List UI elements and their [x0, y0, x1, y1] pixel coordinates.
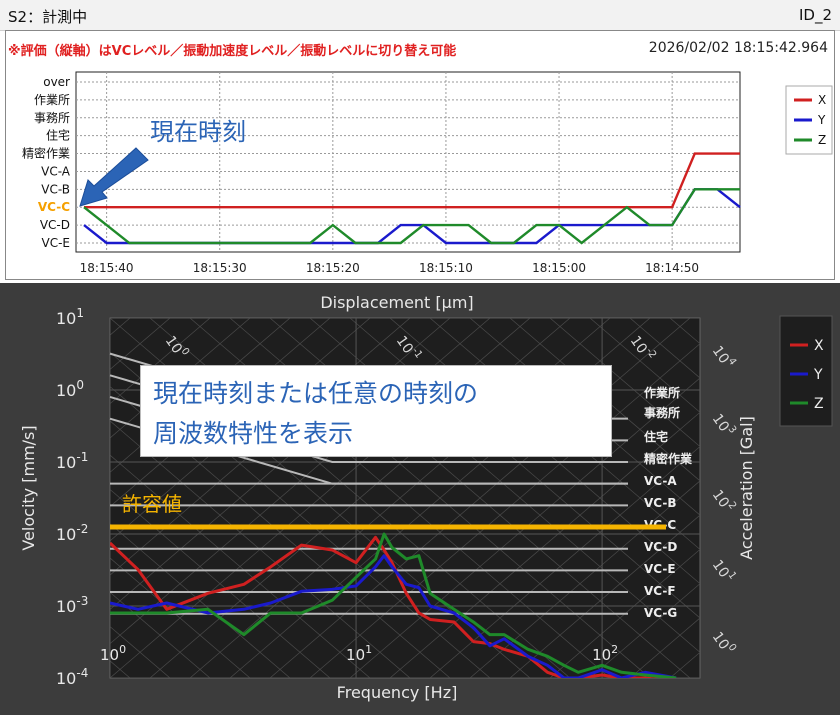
- spectrum-callout: 現在時刻または任意の時刻の 周波数特性を表示: [140, 365, 612, 457]
- velocity-tick: 10-1: [56, 450, 88, 472]
- criteria-label: 住宅: [644, 429, 668, 444]
- velocity-tick: 10-2: [56, 522, 88, 544]
- evaluation-note: ※評価（縦軸）はVCレベル／振動加速度レベル／振動レベルに切り替え可能: [8, 44, 457, 59]
- criteria-label: 事務所: [644, 405, 680, 420]
- upper-x-tick: 18:15:40: [80, 261, 134, 275]
- spectrum-series-y: [110, 554, 677, 678]
- spectrum-legend-label: Y: [813, 367, 823, 383]
- upper-y-level-label: 作業所: [34, 93, 70, 107]
- spectrum-series-x: [110, 535, 660, 678]
- upper-y-level-label: VC-D: [40, 218, 70, 232]
- displacement-axis-label: Displacement [μm]: [320, 293, 473, 312]
- level-history-panel: [5, 30, 835, 280]
- current-timestamp: 2026/02/02 18:15:42.964: [648, 40, 828, 56]
- spectrum-legend-label: X: [814, 338, 824, 354]
- acceleration-tick-group: 103: [709, 409, 738, 440]
- acceleration-tick: 103: [709, 409, 738, 440]
- criteria-label: VC-A: [644, 474, 677, 488]
- acceleration-tick: 100: [709, 627, 738, 658]
- spectrum-series-z: [110, 532, 677, 678]
- upper-x-tick: 18:15:10: [419, 261, 473, 275]
- criteria-label: VC-F: [644, 584, 676, 598]
- upper-x-tick: 18:15:00: [532, 261, 586, 275]
- current-time-arrow: [79, 147, 149, 207]
- criteria-label: 作業所: [644, 385, 680, 400]
- window-title: S2：計測中: [8, 8, 88, 26]
- current-time-callout: 現在時刻: [150, 118, 246, 146]
- frequency-tick: 102: [592, 643, 618, 664]
- frequency-tick: 100: [100, 643, 126, 664]
- criteria-label: VC-G: [644, 606, 677, 620]
- upper-y-level-label: 精密作業: [22, 146, 70, 161]
- upper-series-x: [84, 152, 740, 209]
- upper-y-level-label: 事務所: [34, 111, 70, 125]
- velocity-tick: 100: [56, 378, 84, 400]
- allowable-label: 許容値: [122, 492, 182, 516]
- upper-legend-label: Z: [818, 133, 826, 147]
- velocity-tick: 10-3: [56, 594, 88, 616]
- upper-y-level-label: VC-C: [38, 200, 70, 214]
- upper-y-level-label: VC-A: [41, 164, 71, 178]
- acceleration-tick: 104: [709, 341, 738, 372]
- acceleration-tick: 102: [709, 485, 738, 516]
- window-id-label: ID_2: [798, 6, 832, 24]
- acceleration-axis-label: Acceleration [Gal]: [737, 416, 756, 560]
- frequency-tick: 101: [346, 643, 372, 664]
- spectrum-callout-line1: 現在時刻または任意の時刻の: [153, 379, 479, 408]
- upper-x-tick: 18:15:30: [193, 261, 247, 275]
- criteria-label: 精密作業: [644, 451, 693, 466]
- upper-series-z: [83, 188, 740, 245]
- acceleration-tick-group: 101: [709, 555, 738, 586]
- criteria-label: VC-E: [644, 562, 676, 576]
- spectrum-legend: [779, 315, 833, 427]
- criteria-label: VC-B: [644, 496, 677, 510]
- acceleration-tick-group: 104: [709, 341, 738, 372]
- velocity-tick: 101: [56, 306, 84, 328]
- upper-y-level-label: VC-E: [42, 236, 71, 250]
- criteria-label: VC-D: [644, 540, 677, 554]
- upper-x-tick: 18:14:50: [645, 261, 699, 275]
- upper-x-tick: 18:15:20: [306, 261, 360, 275]
- upper-legend-label: X: [818, 93, 826, 107]
- spectrum-callout-line2: 周波数特性を表示: [153, 419, 354, 448]
- upper-y-level-label: over: [43, 75, 70, 89]
- velocity-tick: 10-4: [56, 666, 88, 688]
- upper-legend-label: Y: [817, 113, 826, 127]
- acceleration-tick-group: 102: [709, 485, 738, 516]
- frequency-axis-label: Frequency [Hz]: [337, 683, 458, 702]
- upper-y-level-label: VC-B: [41, 182, 70, 196]
- acceleration-tick-group: 100: [709, 627, 738, 658]
- velocity-axis-label: Velocity [mm/s]: [19, 425, 38, 550]
- acceleration-tick: 101: [709, 555, 738, 586]
- spectrum-legend-label: Z: [814, 396, 824, 412]
- upper-plot-area: [75, 71, 741, 253]
- upper-y-level-label: 住宅: [46, 128, 70, 143]
